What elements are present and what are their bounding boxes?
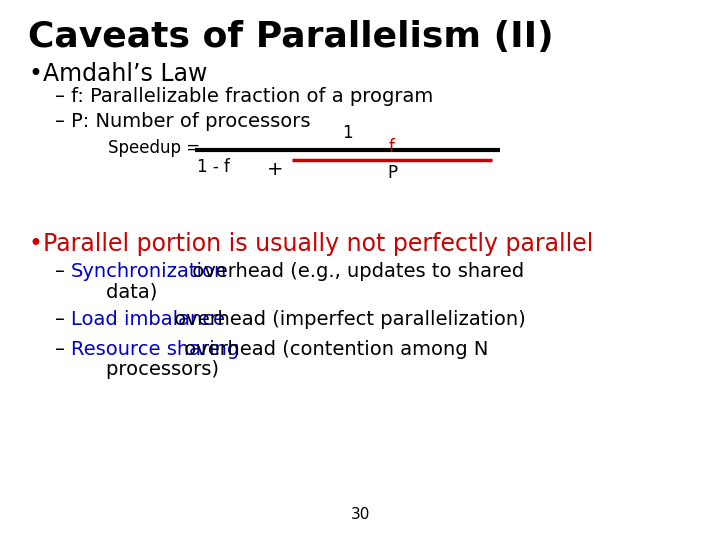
Text: –: – — [55, 262, 71, 281]
Text: processors): processors) — [81, 360, 219, 379]
Text: Synchronization: Synchronization — [71, 262, 228, 281]
Text: overhead (contention among N: overhead (contention among N — [178, 340, 488, 359]
Text: overhead (imperfect parallelization): overhead (imperfect parallelization) — [168, 310, 526, 329]
Text: Resource sharing: Resource sharing — [71, 340, 239, 359]
Text: P: P — [387, 164, 397, 182]
Text: Load imbalance: Load imbalance — [71, 310, 225, 329]
Text: 30: 30 — [351, 507, 369, 522]
Text: data): data) — [81, 282, 158, 301]
Text: 1: 1 — [342, 124, 353, 142]
Text: •: • — [28, 62, 42, 86]
Text: Caveats of Parallelism (II): Caveats of Parallelism (II) — [28, 20, 554, 54]
Text: –: – — [55, 340, 71, 359]
Text: 1 - f: 1 - f — [197, 158, 230, 176]
Text: Amdahl’s Law: Amdahl’s Law — [43, 62, 207, 86]
Text: Parallel portion is usually not perfectly parallel: Parallel portion is usually not perfectl… — [43, 232, 593, 256]
Text: f: f — [389, 138, 395, 156]
Text: +: + — [267, 160, 284, 179]
Text: overhead (e.g., updates to shared: overhead (e.g., updates to shared — [186, 262, 524, 281]
Text: –: – — [55, 310, 71, 329]
Text: – P: Number of processors: – P: Number of processors — [55, 112, 310, 131]
Text: Speedup =: Speedup = — [108, 139, 205, 157]
Text: – f: Parallelizable fraction of a program: – f: Parallelizable fraction of a progra… — [55, 87, 433, 106]
Text: •: • — [28, 232, 42, 256]
